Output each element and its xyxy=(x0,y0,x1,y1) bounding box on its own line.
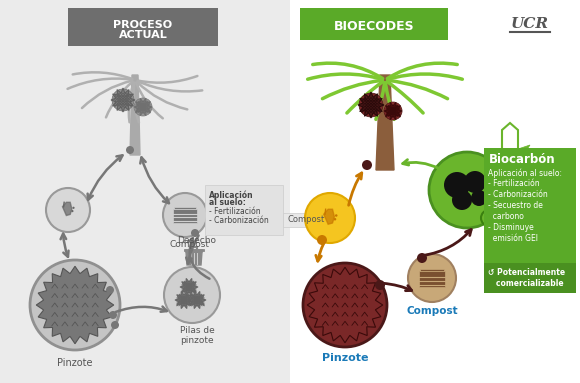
Bar xyxy=(173,209,197,223)
Circle shape xyxy=(46,188,90,232)
Circle shape xyxy=(303,263,387,347)
Circle shape xyxy=(30,260,120,350)
Polygon shape xyxy=(36,266,114,344)
Polygon shape xyxy=(324,209,335,224)
Text: Biocarbón: Biocarbón xyxy=(489,153,556,166)
Text: ↺ Potencialmente: ↺ Potencialmente xyxy=(488,268,565,277)
Circle shape xyxy=(417,253,427,263)
Circle shape xyxy=(111,321,119,329)
Circle shape xyxy=(126,146,134,154)
Text: BIOECODES: BIOECODES xyxy=(334,20,414,33)
Bar xyxy=(283,213,323,227)
Bar xyxy=(484,148,576,293)
Circle shape xyxy=(335,214,338,217)
Polygon shape xyxy=(186,252,202,265)
Polygon shape xyxy=(307,267,383,343)
Polygon shape xyxy=(185,250,203,252)
Circle shape xyxy=(305,193,355,243)
Text: - Carbonización: - Carbonización xyxy=(488,190,548,199)
Circle shape xyxy=(109,311,117,319)
Circle shape xyxy=(471,190,487,206)
Bar xyxy=(300,8,448,40)
Polygon shape xyxy=(175,291,193,309)
Circle shape xyxy=(71,210,74,212)
Text: al suelo:: al suelo: xyxy=(209,198,246,207)
Circle shape xyxy=(163,193,207,237)
Text: Aplicación: Aplicación xyxy=(209,190,253,200)
Circle shape xyxy=(444,172,470,198)
Text: Pinzote: Pinzote xyxy=(57,358,93,368)
Polygon shape xyxy=(515,145,530,160)
Polygon shape xyxy=(180,278,198,296)
Text: Compost: Compost xyxy=(406,306,458,316)
Polygon shape xyxy=(384,102,402,119)
Text: comercializable: comercializable xyxy=(488,279,564,288)
Polygon shape xyxy=(188,291,206,309)
Circle shape xyxy=(464,171,486,193)
Text: Pilas de
pinzote: Pilas de pinzote xyxy=(180,326,215,345)
Circle shape xyxy=(481,210,497,226)
Text: - Fertilización: - Fertilización xyxy=(209,207,260,216)
Bar xyxy=(484,263,576,293)
Bar xyxy=(68,8,218,46)
Circle shape xyxy=(191,229,199,237)
Bar xyxy=(420,269,444,272)
Polygon shape xyxy=(130,75,140,155)
Text: ACTUAL: ACTUAL xyxy=(119,30,168,40)
Text: emisión GEI: emisión GEI xyxy=(488,234,538,243)
Circle shape xyxy=(375,280,385,290)
Circle shape xyxy=(359,93,383,117)
Text: PROCESO: PROCESO xyxy=(114,20,173,30)
Circle shape xyxy=(334,218,336,221)
Bar xyxy=(290,0,580,383)
Bar xyxy=(174,206,196,209)
Polygon shape xyxy=(63,202,72,216)
Text: - Fertilización: - Fertilización xyxy=(488,179,539,188)
Polygon shape xyxy=(134,98,152,116)
Text: carbono: carbono xyxy=(488,212,524,221)
Polygon shape xyxy=(376,75,394,170)
Text: Pinzote: Pinzote xyxy=(322,353,368,363)
Text: Compost: Compost xyxy=(170,240,210,249)
Circle shape xyxy=(164,267,220,323)
Text: - Carbonización: - Carbonización xyxy=(209,216,269,225)
Polygon shape xyxy=(111,88,135,112)
Circle shape xyxy=(408,254,456,302)
Circle shape xyxy=(134,98,152,116)
Text: Aplicación al suelo:: Aplicación al suelo: xyxy=(488,168,562,177)
Text: UCR: UCR xyxy=(511,17,549,31)
Polygon shape xyxy=(358,92,384,118)
Text: - Disminuye: - Disminuye xyxy=(488,223,534,232)
Circle shape xyxy=(112,89,134,111)
Text: - Secuestro de: - Secuestro de xyxy=(488,201,543,210)
Circle shape xyxy=(429,152,505,228)
FancyBboxPatch shape xyxy=(205,185,283,235)
Bar xyxy=(0,0,290,383)
Circle shape xyxy=(384,102,402,120)
Text: Desecho: Desecho xyxy=(177,236,216,245)
Circle shape xyxy=(72,207,75,209)
Circle shape xyxy=(452,190,472,210)
Bar xyxy=(419,272,445,287)
Circle shape xyxy=(362,160,372,170)
Circle shape xyxy=(317,235,327,245)
Text: Compost: Compost xyxy=(288,216,325,224)
Circle shape xyxy=(106,286,114,294)
